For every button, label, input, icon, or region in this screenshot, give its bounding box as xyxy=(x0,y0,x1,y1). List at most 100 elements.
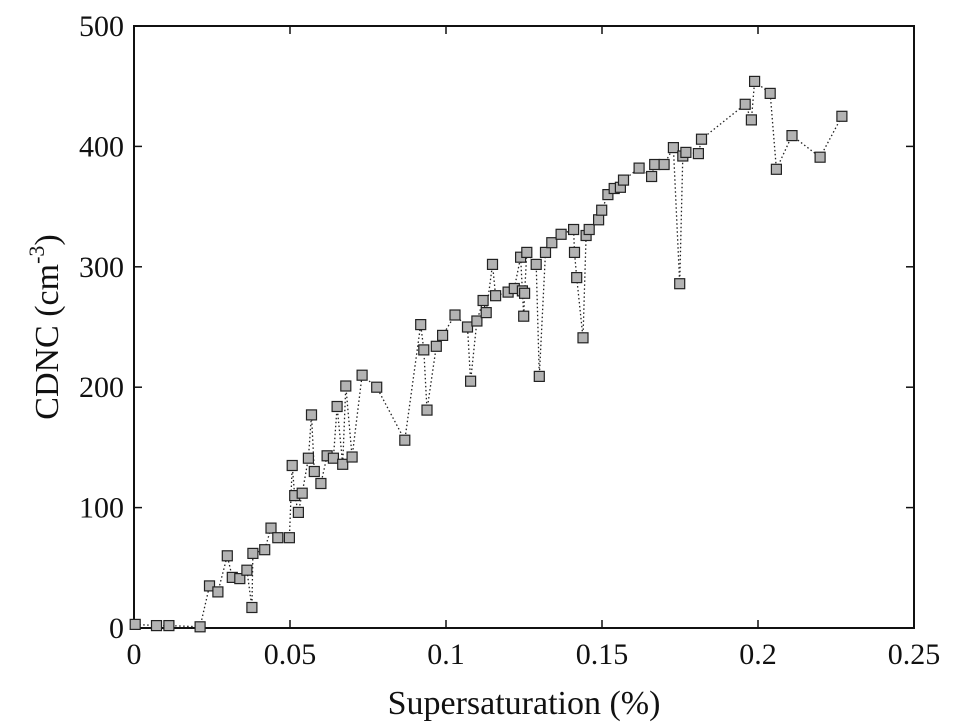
x-tick-label: 0 xyxy=(127,638,142,671)
data-point xyxy=(371,381,383,393)
data-point xyxy=(465,375,477,387)
data-point xyxy=(667,142,680,154)
y-axis-ticks: 0 100 200 300 400 500 xyxy=(79,10,914,645)
data-point xyxy=(461,321,474,333)
x-axis-ticks: 0 0.05 0.1 0.15 0.2 0.25 xyxy=(127,26,941,671)
data-point xyxy=(567,223,580,236)
data-point xyxy=(292,506,304,518)
data-point xyxy=(533,370,545,382)
data-point xyxy=(234,572,246,585)
data-point xyxy=(286,459,298,472)
data-point xyxy=(836,110,848,122)
data-point xyxy=(649,158,661,171)
y-axis-title-prefix: CDNC (cm xyxy=(29,264,66,420)
data-point xyxy=(739,98,751,110)
data-point xyxy=(331,400,343,413)
data-point xyxy=(337,458,349,470)
data-point xyxy=(764,87,776,100)
data-point xyxy=(259,544,271,556)
data-point xyxy=(555,228,567,240)
data-point xyxy=(247,547,259,560)
data-point xyxy=(518,287,531,299)
data-point xyxy=(602,189,614,201)
data-point xyxy=(415,319,427,331)
data-point xyxy=(745,114,758,126)
data-point xyxy=(399,434,411,446)
data-point xyxy=(592,214,605,226)
data-point xyxy=(568,246,581,258)
data-point xyxy=(163,619,175,632)
data-point xyxy=(315,477,327,490)
x-tick-label: 0.1 xyxy=(427,638,465,671)
data-point xyxy=(596,204,608,216)
data-point xyxy=(471,315,483,327)
x-axis-title: Supersaturation (%) xyxy=(388,685,661,722)
data-point xyxy=(437,329,449,341)
data-point xyxy=(340,380,352,392)
data-point xyxy=(530,258,542,270)
series-line xyxy=(135,80,843,628)
data-point xyxy=(546,237,558,249)
x-tick-label: 0.15 xyxy=(576,638,629,671)
data-point xyxy=(305,409,318,421)
data-point xyxy=(518,310,530,322)
data-point xyxy=(203,580,216,592)
data-point xyxy=(302,452,314,464)
data-point xyxy=(674,278,686,290)
data-point xyxy=(786,130,798,142)
data-point xyxy=(272,532,284,544)
data-point xyxy=(150,619,163,632)
x-tick-label: 0.2 xyxy=(739,638,777,671)
data-point xyxy=(770,163,783,175)
data-point xyxy=(539,246,552,258)
data-point xyxy=(571,272,583,284)
data-point xyxy=(645,170,658,183)
data-point xyxy=(327,452,339,464)
y-axis-title-superscript: -3 xyxy=(24,246,49,264)
data-point xyxy=(814,151,826,163)
data-point xyxy=(658,158,670,171)
data-point xyxy=(246,601,258,614)
data-point xyxy=(430,340,442,352)
y-tick-label: 400 xyxy=(79,130,124,163)
data-point xyxy=(633,162,645,174)
y-tick-label: 500 xyxy=(79,10,124,43)
data-point xyxy=(748,75,761,88)
data-point xyxy=(418,344,430,356)
data-point xyxy=(680,146,692,158)
data-point xyxy=(695,133,708,145)
data-point xyxy=(421,404,433,416)
data-point xyxy=(129,618,141,631)
y-tick-label: 300 xyxy=(79,251,124,284)
y-tick-label: 200 xyxy=(79,371,124,404)
data-point xyxy=(346,451,358,463)
plot-frame xyxy=(133,25,915,629)
data-point xyxy=(265,522,277,534)
y-tick-label: 0 xyxy=(109,612,124,645)
data-point xyxy=(583,223,595,236)
data-point xyxy=(296,487,308,499)
y-axis-title: CDNC (cm-3) xyxy=(24,234,66,419)
x-tick-label: 0.25 xyxy=(888,638,941,671)
x-tick-label: 0.05 xyxy=(264,638,317,671)
data-point xyxy=(521,246,533,258)
data-point xyxy=(356,369,368,381)
y-axis-title-suffix: ) xyxy=(29,234,66,245)
data-point xyxy=(241,564,253,576)
data-point xyxy=(283,532,295,544)
data-point xyxy=(221,550,233,562)
data-point xyxy=(577,332,589,344)
series-layer xyxy=(129,75,848,633)
data-point xyxy=(308,465,320,478)
data-point xyxy=(477,294,489,307)
data-point xyxy=(212,586,224,598)
y-tick-label: 100 xyxy=(79,492,124,525)
data-point xyxy=(480,307,492,319)
data-point xyxy=(617,174,630,186)
data-point xyxy=(692,148,705,160)
data-point xyxy=(449,309,461,321)
data-point xyxy=(486,258,499,270)
data-point xyxy=(490,290,502,302)
data-point xyxy=(194,621,206,633)
